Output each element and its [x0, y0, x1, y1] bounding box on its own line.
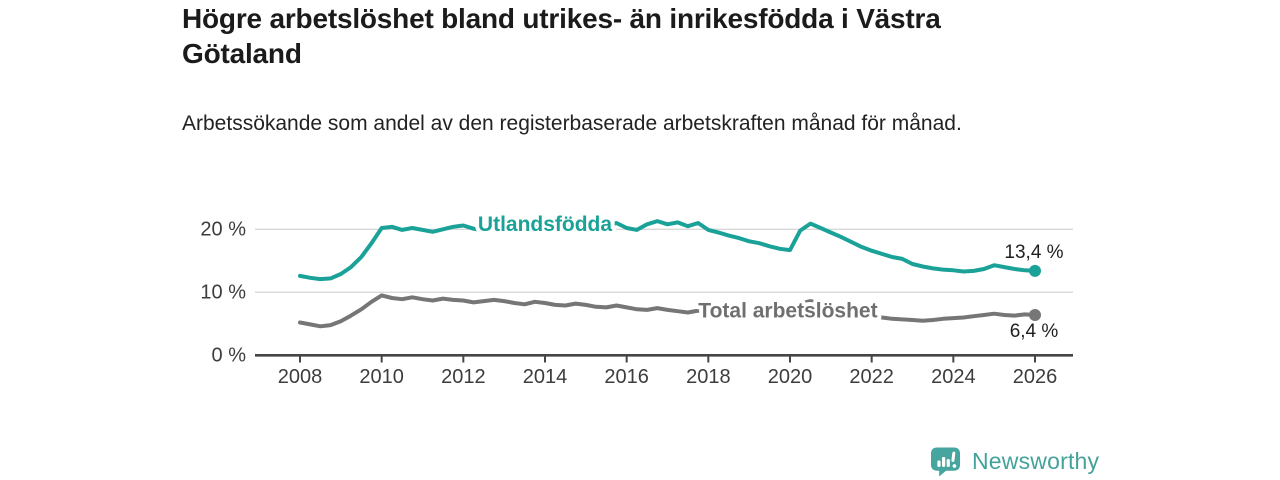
x-tick-label: 2008 [278, 366, 323, 388]
y-tick-label: 20 % [200, 218, 246, 240]
chart-title: Högre arbetslöshet bland utrikes- än inr… [182, 3, 941, 69]
series-label: Total arbetslöshet [698, 300, 877, 323]
x-tick-label: 2020 [768, 366, 813, 388]
x-tick-label: 2024 [931, 366, 976, 388]
x-tick-label: 2018 [686, 366, 731, 388]
logo-bar-3 [946, 458, 950, 467]
series-end-label: 6,4 % [1010, 321, 1059, 342]
logo-exclamation-bar [951, 451, 956, 462]
series-end-dot [1029, 308, 1041, 321]
chart-subtitle: Arbetssökande som andel av den registerb… [182, 112, 962, 135]
x-tick-label: 2026 [1013, 366, 1058, 388]
newsworthy-brand-link[interactable]: Newsworthy [930, 444, 1099, 478]
series-end-label: 13,4 % [1004, 242, 1063, 263]
logo-exclamation-dot [952, 463, 957, 468]
newsworthy-wordmark: Newsworthy [972, 447, 1100, 474]
series-end-dot [1029, 264, 1041, 277]
newsworthy-logo-icon [930, 446, 961, 477]
y-tick-label: 0 % [212, 344, 247, 366]
y-tick-label: 10 % [200, 281, 246, 303]
series-line-utlandsf-dda [298, 219, 1037, 282]
logo-bar-2 [942, 456, 946, 467]
series-label: Utlandsfödda [478, 213, 612, 236]
x-tick-label: 2012 [441, 366, 486, 388]
x-tick-label: 2014 [523, 366, 568, 388]
series-line-total-arbetsl-shet [298, 293, 1037, 329]
x-tick-label: 2016 [604, 366, 649, 388]
x-tick-label: 2022 [849, 366, 894, 388]
x-tick-label: 2010 [359, 366, 404, 388]
logo-bar-1 [937, 460, 941, 467]
